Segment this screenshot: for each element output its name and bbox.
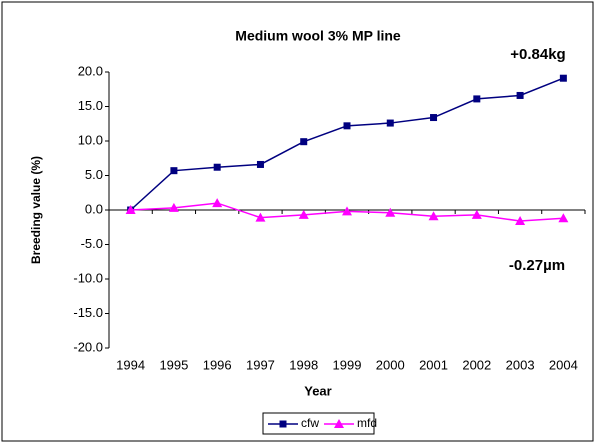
x-tick-label: 1996 — [203, 357, 232, 372]
point — [212, 198, 223, 208]
annotation: +0.84kg — [510, 46, 565, 63]
y-tick-label: 10.0 — [78, 132, 103, 147]
x-tick-label: 1998 — [289, 357, 318, 372]
point — [168, 202, 179, 212]
legend-label: cfw — [301, 416, 319, 430]
point — [213, 163, 221, 171]
point — [385, 207, 396, 217]
chart-title: Medium wool 3% MP line — [235, 28, 401, 44]
y-axis-label: Breeding value (%) — [29, 156, 43, 264]
point — [298, 209, 309, 219]
x-axis-label: Year — [304, 383, 331, 398]
point — [342, 206, 352, 216]
point — [558, 213, 569, 223]
point — [125, 205, 136, 214]
y-tick-label: 5.0 — [85, 167, 103, 182]
x-tick-label: 2002 — [462, 357, 491, 372]
y-tick-label: -20.0 — [73, 339, 103, 354]
point — [516, 91, 524, 99]
legend-marker — [334, 419, 344, 428]
x-tick-label: 2001 — [419, 357, 448, 372]
point — [170, 167, 178, 175]
point — [343, 122, 351, 130]
point — [430, 114, 438, 122]
legend-marker — [279, 420, 287, 428]
annotation: -0.27µm — [509, 257, 565, 274]
legend-label: mfd — [357, 416, 377, 430]
x-tick-label: 2003 — [506, 357, 535, 372]
point — [515, 216, 526, 226]
y-tick-label: -10.0 — [73, 270, 103, 285]
point — [300, 138, 308, 146]
point — [386, 119, 394, 127]
y-tick-label: -15.0 — [73, 305, 103, 320]
x-tick-label: 1994 — [116, 357, 145, 372]
point — [256, 160, 264, 168]
point — [559, 74, 567, 82]
legend-box — [262, 412, 375, 435]
y-tick-label: 20.0 — [78, 63, 103, 78]
point — [428, 211, 439, 221]
y-tick-label: 0.0 — [85, 201, 103, 216]
x-tick-label: 1997 — [246, 357, 275, 372]
x-tick-label: 2000 — [376, 357, 405, 372]
y-tick-label: -5.0 — [81, 236, 103, 251]
point — [255, 212, 266, 222]
point — [473, 95, 481, 103]
x-tick-label: 1999 — [333, 357, 362, 372]
point — [471, 209, 482, 219]
x-tick-label: 1995 — [159, 357, 188, 372]
x-tick-label: 2004 — [549, 357, 578, 372]
y-tick-label: 15.0 — [78, 98, 103, 113]
